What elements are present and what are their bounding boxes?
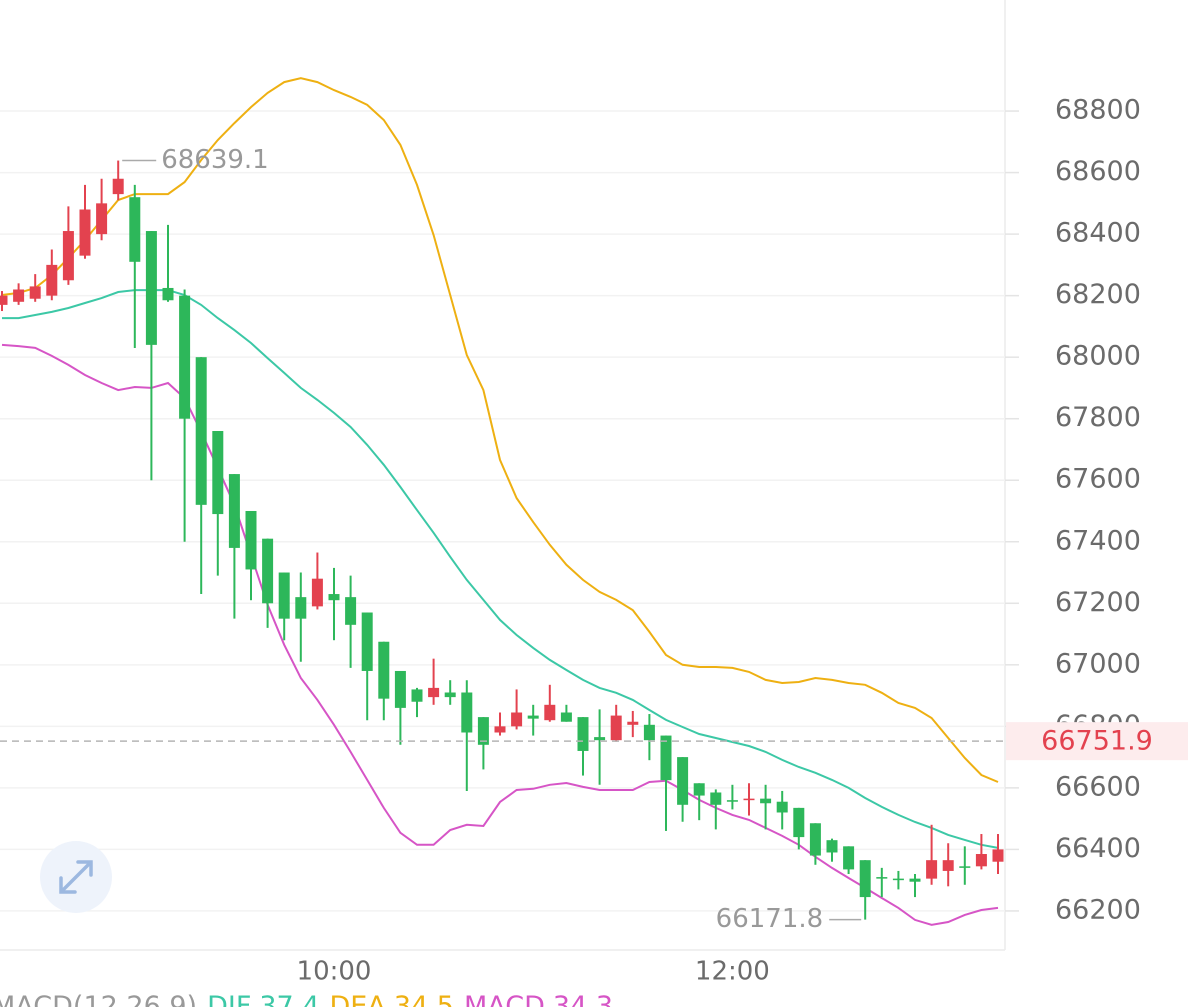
candle-body	[13, 289, 25, 302]
candle-body	[212, 431, 224, 515]
candle-body	[826, 840, 838, 853]
y-tick-label: 68800	[1055, 95, 1141, 126]
candle-body	[627, 721, 639, 725]
candle-body	[577, 717, 589, 751]
y-tick-label: 67400	[1055, 525, 1141, 556]
candle-body	[228, 474, 240, 548]
candle-body	[162, 287, 174, 301]
candle-body	[411, 689, 423, 702]
high-label: 68639.1	[161, 145, 269, 175]
dea-value: 34.5	[393, 991, 454, 1007]
candle-body	[129, 197, 141, 262]
candle-body	[677, 757, 689, 805]
candle-body	[876, 877, 888, 879]
candle-body	[428, 687, 440, 698]
candle-body	[926, 860, 938, 879]
candle-body	[892, 878, 904, 881]
candle-body	[295, 597, 307, 619]
candle-body	[378, 641, 390, 699]
candle-body	[262, 538, 274, 604]
dif-label: DIF	[207, 991, 252, 1007]
y-tick-label: 66600	[1055, 771, 1141, 802]
band-line	[1, 343, 999, 926]
candle-body	[693, 783, 705, 796]
candle-body	[79, 209, 91, 256]
candle-body	[311, 578, 323, 607]
y-tick-label: 67000	[1055, 648, 1141, 679]
candle-body	[544, 704, 556, 721]
current-price-box	[1006, 722, 1188, 761]
candle-body	[859, 860, 871, 898]
expand-button[interactable]	[40, 841, 112, 913]
candle-body	[760, 798, 772, 804]
candle-body	[0, 295, 8, 305]
y-tick-label: 68200	[1055, 279, 1141, 310]
dea-label: DEA	[329, 991, 386, 1007]
candle-body	[195, 357, 207, 505]
x-tick-label: 12:00	[695, 957, 770, 987]
candle-body	[527, 715, 539, 719]
expand-icon[interactable]	[59, 860, 93, 894]
candle-body	[62, 231, 74, 281]
x-tick-label: 10:00	[297, 957, 372, 987]
candle-body	[394, 670, 406, 708]
candle-body	[112, 178, 124, 195]
low-label: 66171.8	[716, 904, 824, 934]
candle-body	[328, 594, 340, 601]
candle-body	[726, 800, 738, 802]
candle-body	[975, 854, 987, 867]
y-tick-label: 67200	[1055, 587, 1141, 618]
candle-body	[710, 792, 722, 805]
y-tick-label: 67800	[1055, 402, 1141, 433]
candle-body	[278, 572, 290, 619]
y-tick-label: 66200	[1055, 894, 1141, 925]
dif-value: 37.4	[259, 991, 320, 1007]
candle-body	[643, 724, 655, 741]
y-tick-label: 68400	[1055, 218, 1141, 249]
candle-body	[809, 823, 821, 856]
candle-body	[345, 597, 357, 625]
candle-body	[909, 878, 921, 882]
candle-body	[96, 203, 108, 235]
y-tick-label: 67600	[1055, 464, 1141, 495]
candle-body	[843, 846, 855, 870]
band-line	[1, 77, 999, 783]
candle-body	[477, 717, 489, 745]
candle-body	[992, 849, 1004, 862]
candle-body	[594, 737, 606, 741]
candle-body	[461, 692, 473, 733]
y-tick-label: 68600	[1055, 156, 1141, 187]
candle-body	[793, 807, 805, 838]
y-tick-label: 66400	[1055, 833, 1141, 864]
candle-body	[660, 735, 672, 781]
candle-body	[46, 264, 58, 296]
candle-body	[494, 726, 506, 733]
candle-body	[245, 510, 257, 570]
candle-body	[444, 692, 456, 698]
indicator-name: MACD(12,26,9)	[0, 991, 198, 1007]
macd-value: 34.3	[552, 991, 613, 1007]
candle-body	[743, 798, 755, 801]
macd-label: MACD	[463, 991, 545, 1007]
candle-body	[560, 712, 572, 722]
candle-body	[511, 712, 523, 727]
candle-body	[361, 612, 373, 671]
candle-body	[145, 231, 157, 345]
indicator-bar: MACD(12,26,9) DIF 37.4 DEA 34.5 MACD 34.3	[0, 992, 623, 1007]
candle-body	[776, 801, 788, 813]
candle-body	[29, 286, 41, 299]
current-price-label: 66751.9	[1041, 726, 1153, 757]
candle-body	[942, 860, 954, 871]
candle-body	[610, 715, 622, 741]
candle-body	[959, 866, 971, 868]
y-tick-label: 68000	[1055, 341, 1141, 372]
candle-body	[179, 295, 191, 419]
